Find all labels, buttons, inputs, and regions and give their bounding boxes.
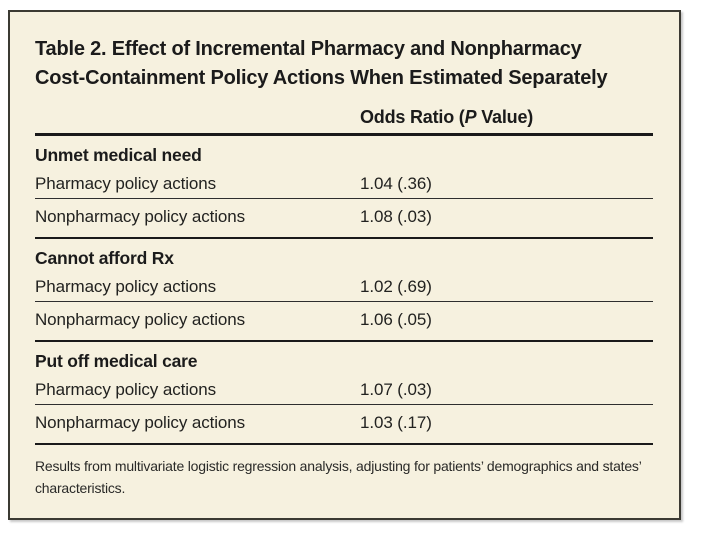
column-header-spacer <box>35 107 360 128</box>
table-row: Pharmacy policy actions 1.07 (.03) <box>35 380 651 400</box>
row-value: 1.03 (.17) <box>360 413 432 432</box>
row-value: 1.07 (.03) <box>360 380 432 399</box>
row-value: 1.08 (.03) <box>360 207 432 226</box>
section-divider-rule <box>35 237 653 239</box>
table-row: Nonpharmacy policy actions 1.08 (.03) <box>35 207 651 227</box>
row-label: Nonpharmacy policy actions <box>35 207 245 226</box>
section-put-off-medical-care: Put off medical care Pharmacy policy act… <box>35 342 653 443</box>
table-title-line-1: Table 2. Effect of Incremental Pharmacy … <box>35 38 582 60</box>
row-label: Pharmacy policy actions <box>35 277 216 296</box>
table-row: Pharmacy policy actions 1.04 (.36) <box>35 174 651 194</box>
table-row: Pharmacy policy actions 1.02 (.69) <box>35 277 651 297</box>
row-label: Pharmacy policy actions <box>35 380 216 399</box>
row-value: 1.02 (.69) <box>360 277 432 296</box>
row-label: Pharmacy policy actions <box>35 174 216 193</box>
section-unmet-medical-need: Unmet medical need Pharmacy policy actio… <box>35 136 653 237</box>
row-divider-rule <box>35 404 653 405</box>
table-title: Table 2. Effect of Incremental Pharmacy … <box>35 35 651 93</box>
table-row: Nonpharmacy policy actions 1.06 (.05) <box>35 310 651 330</box>
section-cannot-afford-rx: Cannot afford Rx Pharmacy policy actions… <box>35 239 653 340</box>
table-row: Nonpharmacy policy actions 1.03 (.17) <box>35 413 651 433</box>
table-bottom-rule <box>35 443 653 445</box>
table-footnote: Results from multivariate logistic regre… <box>35 458 642 496</box>
row-label: Nonpharmacy policy actions <box>35 413 245 432</box>
row-value: 1.04 (.36) <box>360 174 432 193</box>
column-header-suffix: Value) <box>476 107 534 127</box>
row-label: Nonpharmacy policy actions <box>35 310 245 329</box>
row-value: 1.06 (.05) <box>360 310 432 329</box>
column-header-row: Odds Ratio (P Value) <box>35 107 651 128</box>
header-rule <box>35 133 653 136</box>
section-header: Put off medical care <box>35 351 198 371</box>
section-header: Unmet medical need <box>35 145 202 165</box>
section-header: Cannot afford Rx <box>35 248 174 268</box>
column-header-p-italic: P <box>464 107 477 127</box>
column-header-odds-ratio: Odds Ratio (P Value) <box>360 107 651 128</box>
row-divider-rule <box>35 198 653 199</box>
table-2-card: Table 2. Effect of Incremental Pharmacy … <box>8 10 681 520</box>
row-divider-rule <box>35 301 653 302</box>
table-title-line-2: Cost-Containment Policy Actions When Est… <box>35 67 608 89</box>
section-divider-rule <box>35 340 653 342</box>
column-header-prefix: Odds Ratio ( <box>360 107 465 127</box>
